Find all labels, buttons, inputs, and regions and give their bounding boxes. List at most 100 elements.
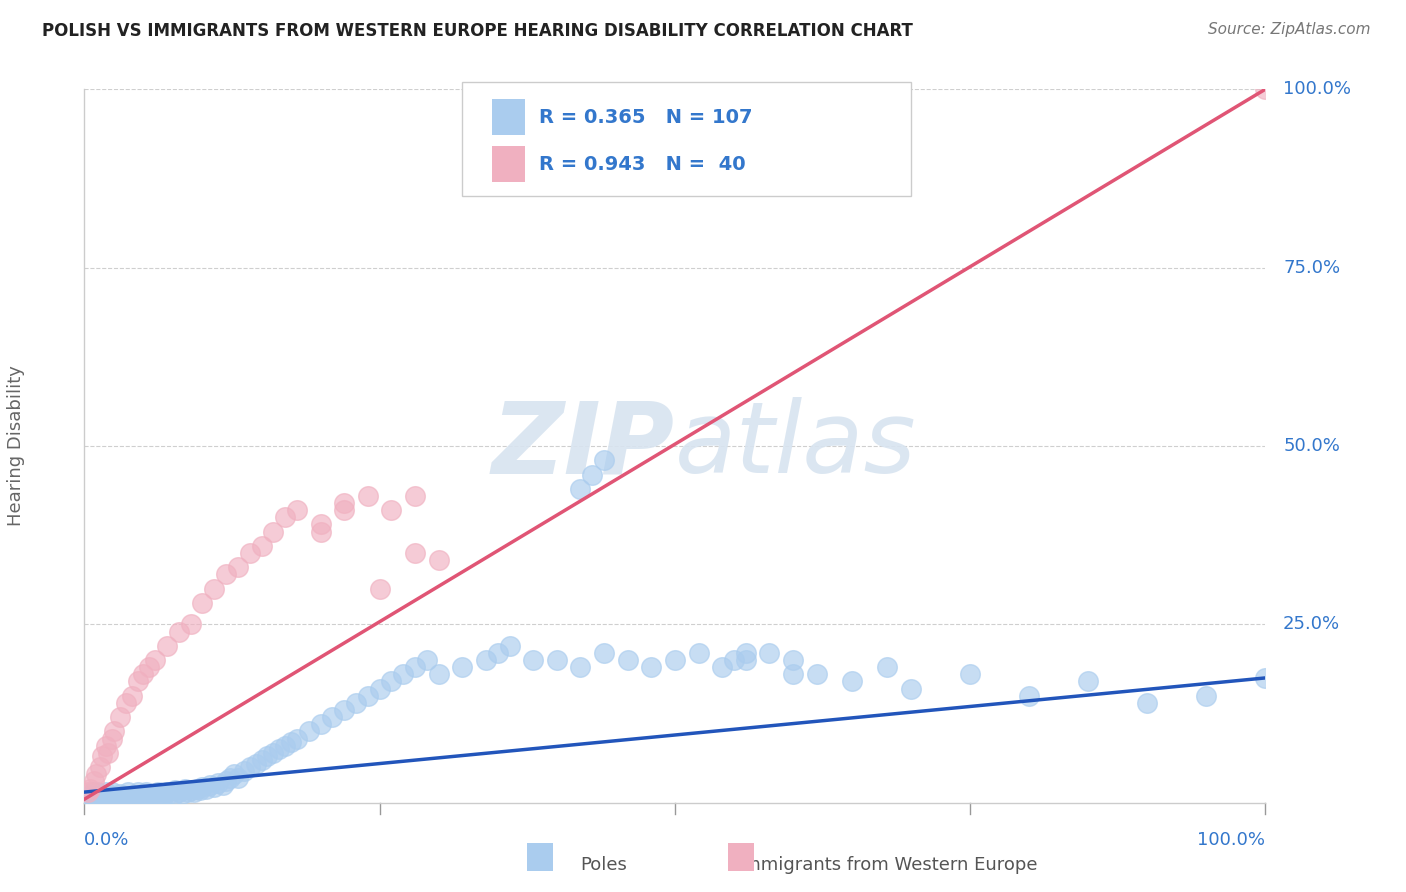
Point bbox=[215, 774, 238, 789]
Point bbox=[202, 582, 225, 596]
Text: Immigrants from Western Europe: Immigrants from Western Europe bbox=[738, 856, 1038, 874]
Point bbox=[138, 660, 160, 674]
Point bbox=[269, 742, 291, 756]
Point bbox=[309, 717, 332, 731]
Point bbox=[664, 653, 686, 667]
Point bbox=[77, 789, 100, 803]
Point bbox=[427, 553, 450, 567]
Text: 50.0%: 50.0% bbox=[1284, 437, 1340, 455]
Point bbox=[876, 660, 898, 674]
Point bbox=[94, 739, 117, 753]
Text: ZIP: ZIP bbox=[492, 398, 675, 494]
Point bbox=[143, 653, 166, 667]
Point bbox=[108, 787, 131, 801]
Point bbox=[593, 453, 616, 467]
Point bbox=[309, 517, 332, 532]
Point bbox=[475, 653, 498, 667]
Point bbox=[333, 496, 356, 510]
Point bbox=[89, 792, 111, 806]
Point bbox=[841, 674, 863, 689]
Text: 25.0%: 25.0% bbox=[1284, 615, 1340, 633]
Point bbox=[250, 539, 273, 553]
FancyBboxPatch shape bbox=[492, 146, 524, 182]
Point bbox=[616, 653, 638, 667]
Point bbox=[758, 646, 780, 660]
FancyBboxPatch shape bbox=[527, 844, 553, 871]
Point bbox=[404, 489, 426, 503]
Point bbox=[250, 753, 273, 767]
Point bbox=[392, 667, 415, 681]
Point bbox=[103, 789, 125, 803]
Point bbox=[121, 689, 143, 703]
Point bbox=[162, 789, 184, 803]
Point bbox=[97, 789, 120, 803]
Point bbox=[357, 489, 380, 503]
Point bbox=[156, 639, 179, 653]
Point bbox=[167, 624, 190, 639]
Point bbox=[191, 780, 214, 794]
Point bbox=[93, 790, 115, 805]
Point bbox=[84, 767, 107, 781]
Point bbox=[202, 780, 225, 794]
Point bbox=[86, 785, 108, 799]
Point bbox=[245, 756, 267, 771]
Point bbox=[1254, 82, 1277, 96]
Text: atlas: atlas bbox=[675, 398, 917, 494]
Point bbox=[344, 696, 367, 710]
Point bbox=[127, 674, 149, 689]
Text: 75.0%: 75.0% bbox=[1284, 259, 1340, 277]
Point bbox=[640, 660, 662, 674]
Point bbox=[91, 749, 114, 764]
Point bbox=[900, 681, 922, 696]
Point bbox=[83, 774, 105, 789]
FancyBboxPatch shape bbox=[492, 99, 524, 135]
Point bbox=[734, 646, 756, 660]
Point bbox=[357, 689, 380, 703]
Point bbox=[177, 785, 200, 799]
Point bbox=[806, 667, 828, 681]
Point bbox=[215, 567, 238, 582]
Point bbox=[132, 790, 155, 805]
Point bbox=[180, 617, 202, 632]
Point bbox=[114, 696, 136, 710]
Point bbox=[368, 582, 391, 596]
Point bbox=[94, 785, 117, 799]
Point bbox=[404, 660, 426, 674]
Point bbox=[546, 653, 568, 667]
Point bbox=[711, 660, 734, 674]
Point bbox=[152, 790, 174, 805]
Point bbox=[256, 749, 278, 764]
Point bbox=[782, 653, 804, 667]
Point bbox=[333, 703, 356, 717]
Point bbox=[105, 792, 128, 806]
Point bbox=[128, 789, 150, 803]
Point bbox=[498, 639, 520, 653]
Point bbox=[232, 764, 254, 778]
Point bbox=[143, 790, 166, 805]
Point bbox=[97, 746, 120, 760]
Point bbox=[98, 790, 121, 805]
Point bbox=[522, 653, 544, 667]
Point bbox=[165, 783, 187, 797]
Point bbox=[111, 790, 134, 805]
Point bbox=[226, 560, 249, 574]
Point bbox=[188, 783, 211, 797]
Point bbox=[77, 785, 100, 799]
Point bbox=[569, 660, 592, 674]
Point bbox=[84, 789, 107, 803]
FancyBboxPatch shape bbox=[463, 82, 911, 196]
Point bbox=[121, 789, 143, 803]
Point bbox=[83, 790, 105, 805]
Point bbox=[224, 767, 246, 781]
Point bbox=[1254, 671, 1277, 685]
Text: Poles: Poles bbox=[581, 856, 627, 874]
Point bbox=[427, 667, 450, 681]
Point bbox=[333, 503, 356, 517]
Point bbox=[114, 789, 136, 803]
Point bbox=[581, 467, 603, 482]
Point bbox=[103, 724, 125, 739]
Point bbox=[183, 785, 205, 799]
Point bbox=[1195, 689, 1218, 703]
Point bbox=[262, 746, 284, 760]
Point bbox=[150, 789, 173, 803]
